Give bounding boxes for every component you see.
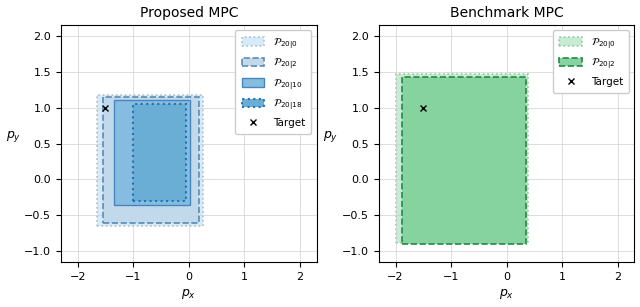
X-axis label: $p_x$: $p_x$ [499, 287, 515, 301]
Bar [133, 104, 186, 201]
X-axis label: $p_x$: $p_x$ [181, 287, 196, 301]
Bar [102, 97, 199, 223]
Title: Benchmark MPC: Benchmark MPC [450, 6, 564, 20]
Bar [114, 100, 190, 205]
Bar [396, 74, 528, 243]
Bar [403, 77, 526, 244]
Title: Proposed MPC: Proposed MPC [140, 6, 238, 20]
Y-axis label: $p_y$: $p_y$ [6, 129, 21, 144]
Legend: $\mathcal{P}_{20|0}$, $\mathcal{P}_{20|2}$, Target: $\mathcal{P}_{20|0}$, $\mathcal{P}_{20|2… [553, 30, 629, 93]
Legend: $\mathcal{P}_{20|0}$, $\mathcal{P}_{20|2}$, $\mathcal{P}_{20|10}$, $\mathcal{P}_: $\mathcal{P}_{20|0}$, $\mathcal{P}_{20|2… [236, 30, 311, 134]
Bar [97, 95, 203, 226]
Y-axis label: $p_y$: $p_y$ [323, 129, 339, 144]
